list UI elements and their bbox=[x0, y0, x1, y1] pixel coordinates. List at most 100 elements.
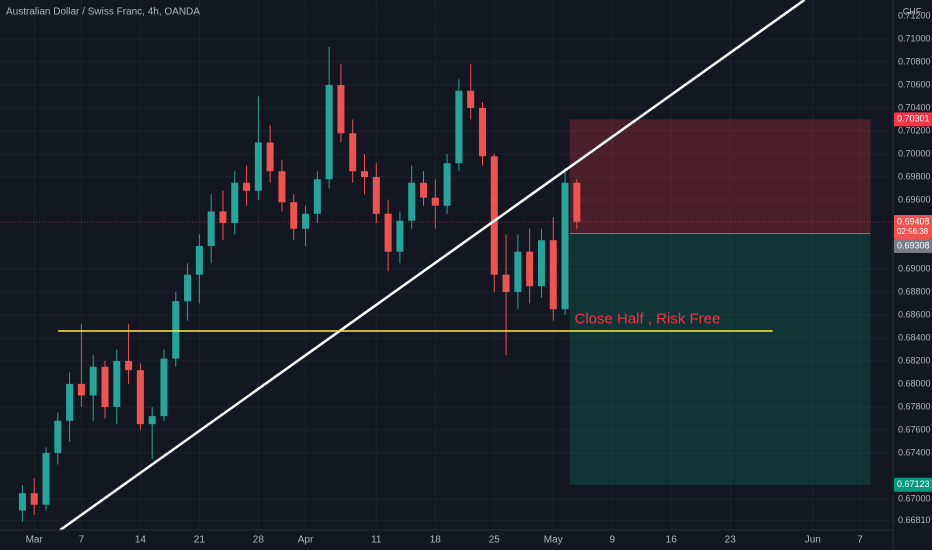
candle-body bbox=[490, 156, 498, 275]
x-tick-label: 7 bbox=[79, 535, 85, 546]
candle-body bbox=[231, 182, 239, 223]
target-label: 0.67123 bbox=[897, 479, 930, 489]
candle-body bbox=[42, 452, 50, 505]
candle-body bbox=[384, 213, 392, 252]
x-tick-label: Apr bbox=[298, 535, 314, 546]
candle-body bbox=[526, 251, 534, 287]
candle-body bbox=[549, 240, 557, 310]
last-price-bg bbox=[894, 215, 932, 240]
candle-body bbox=[443, 163, 451, 206]
candle-body bbox=[18, 493, 26, 511]
y-tick-label: 0.69600 bbox=[898, 194, 931, 204]
x-tick-label: 28 bbox=[253, 535, 265, 546]
x-tick-label: 9 bbox=[609, 535, 615, 546]
y-tick-label: 0.70600 bbox=[898, 79, 931, 89]
candle-body bbox=[148, 416, 156, 425]
candle-body bbox=[361, 171, 369, 177]
stop-zone bbox=[569, 119, 871, 234]
x-tick-label: 16 bbox=[666, 535, 678, 546]
chart-title: Australian Dollar / Swiss Franc, 4h, OAN… bbox=[6, 7, 200, 18]
y-tick-label: 0.66810 bbox=[898, 515, 931, 525]
y-tick-label: 0.67600 bbox=[898, 424, 931, 434]
candle-body bbox=[337, 84, 345, 134]
entry-label-bg bbox=[894, 239, 932, 254]
price-axis bbox=[893, 0, 932, 550]
x-tick-label: 7 bbox=[857, 535, 863, 546]
candle-body bbox=[266, 142, 274, 172]
y-tick-label: 0.67800 bbox=[898, 401, 931, 411]
candle-body bbox=[478, 107, 486, 157]
x-tick-label: 11 bbox=[371, 535, 382, 546]
x-tick-label: 14 bbox=[135, 535, 147, 546]
candle-body bbox=[467, 90, 475, 108]
candle-body bbox=[113, 360, 121, 407]
y-tick-label: 0.71200 bbox=[898, 10, 931, 20]
y-tick-label: 0.69000 bbox=[898, 263, 931, 273]
trend-line bbox=[59, 0, 806, 532]
candle-body bbox=[89, 366, 97, 396]
candle-body bbox=[313, 179, 321, 214]
axes: 0.71200 0.71000 0.70800 0.70600 0.70400 0.702… bbox=[26, 10, 932, 546]
y-tick-label: 0.71000 bbox=[898, 33, 931, 43]
x-tick-label: 18 bbox=[430, 535, 442, 546]
candle-body bbox=[514, 251, 522, 292]
target-zone bbox=[569, 233, 871, 485]
candle-body bbox=[172, 301, 180, 359]
y-tick-label: 0.68000 bbox=[898, 378, 931, 388]
candle-body bbox=[278, 171, 286, 203]
y-tick-label: 0.70200 bbox=[898, 125, 931, 135]
x-tick-label: Jun bbox=[805, 535, 821, 546]
x-tick-label: 21 bbox=[194, 535, 206, 546]
candle-body bbox=[184, 274, 192, 302]
candles bbox=[18, 47, 581, 522]
y-tick-label: 0.70000 bbox=[898, 148, 931, 158]
y-tick-label: 0.68200 bbox=[898, 355, 931, 365]
y-tick-label: 0.67400 bbox=[898, 447, 931, 457]
currency-label: CHF bbox=[903, 6, 922, 16]
x-tick-label: May bbox=[544, 535, 563, 546]
y-tick-label: 0.70400 bbox=[898, 102, 931, 112]
candle-body bbox=[290, 202, 298, 229]
candle-body bbox=[136, 370, 144, 425]
y-tick-label: 0.69800 bbox=[898, 171, 931, 181]
candle-body bbox=[254, 142, 262, 191]
y-tick-label: 0.68800 bbox=[898, 286, 931, 296]
candle-body bbox=[207, 211, 215, 246]
x-tick-label: 23 bbox=[725, 535, 737, 546]
candle-body bbox=[160, 358, 168, 417]
y-tick-label: 0.68600 bbox=[898, 309, 931, 319]
grid bbox=[0, 0, 893, 530]
candle-body bbox=[372, 176, 380, 214]
last-price-label: 0.69408 bbox=[897, 216, 930, 226]
candle-body bbox=[349, 133, 357, 172]
candle-body bbox=[219, 211, 227, 223]
entry-label: 0.69308 bbox=[897, 240, 930, 250]
stop-label: 0.70301 bbox=[897, 114, 930, 124]
candle-body bbox=[502, 274, 510, 292]
candle-body bbox=[302, 213, 310, 229]
x-tick-label: Mar bbox=[26, 535, 44, 546]
y-tick-label: 0.67000 bbox=[898, 493, 931, 503]
y-tick-label: 0.68400 bbox=[898, 332, 931, 342]
candle-body bbox=[195, 245, 203, 275]
candle-body bbox=[125, 360, 133, 371]
candle-body bbox=[243, 182, 251, 191]
candle-body bbox=[431, 197, 439, 206]
countdown-label: 02:56:38 bbox=[897, 227, 929, 236]
candle-body bbox=[561, 182, 569, 310]
target-label-bg bbox=[894, 477, 932, 492]
stop-label-bg bbox=[894, 112, 932, 127]
candle-body bbox=[54, 420, 62, 453]
candle-body bbox=[30, 493, 38, 505]
candle-body bbox=[396, 220, 404, 252]
candle-body bbox=[325, 84, 333, 180]
candle-body bbox=[408, 182, 416, 221]
candle-body bbox=[573, 182, 581, 222]
candle-body bbox=[537, 240, 545, 287]
candle-body bbox=[77, 383, 85, 396]
candle-body bbox=[455, 90, 463, 164]
candle-body bbox=[101, 366, 109, 407]
candle-body bbox=[66, 383, 74, 421]
